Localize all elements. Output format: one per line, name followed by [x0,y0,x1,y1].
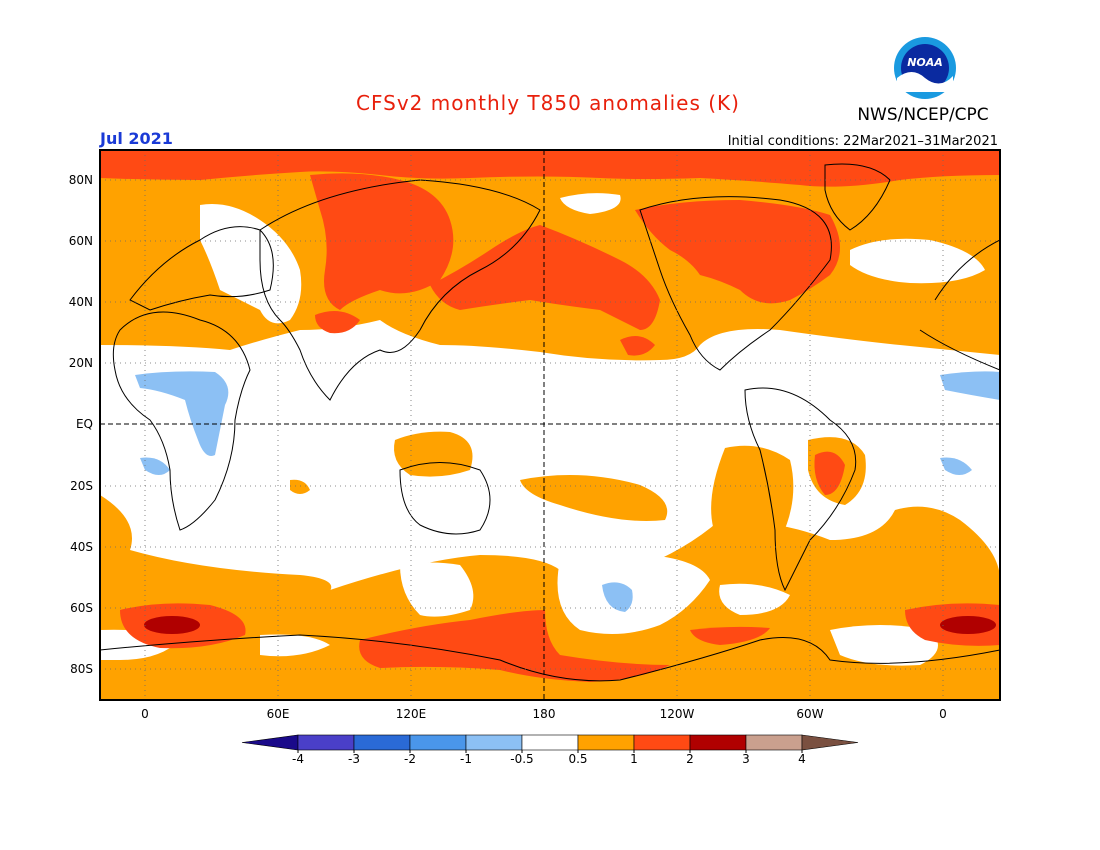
lon-label: 60E [267,707,290,721]
reference-lines [100,150,1000,700]
lon-label: 0 [939,707,947,721]
lat-label: 20N [69,356,93,370]
lon-label: 60W [796,707,823,721]
lat-label: 20S [70,479,93,493]
colorbar-label: 4 [798,752,806,766]
coastlines [100,163,1000,682]
colorbar-label: 0.5 [568,752,587,766]
logo-text: NOAA [907,56,943,69]
colorbar-swatch [633,734,691,751]
map-panel [99,149,1001,701]
colorbar-swatch [745,734,803,751]
lat-label: 80S [70,662,93,676]
colorbar-label: 1 [630,752,638,766]
colorbar-label: -2 [404,752,416,766]
lat-lon-grid [100,150,1000,700]
colorbar-swatch [801,734,859,751]
colorbar-swatch [297,734,355,751]
colorbar-label: 3 [742,752,750,766]
lat-label: 60N [69,234,93,248]
lon-label: 0 [141,707,149,721]
map-frame [99,149,1001,701]
colorbar-label: -4 [292,752,304,766]
lon-label: 120E [396,707,427,721]
colorbar-swatch [689,734,747,751]
lon-label: 180 [533,707,556,721]
colorbar-swatch [577,734,635,751]
colorbar-swatch [409,734,467,751]
anomaly-field-cool1 [135,371,1000,612]
lat-axis-labels: 80N 60N 40N 20N EQ 20S 40S 60S 80S [69,173,93,676]
lon-label: 120W [660,707,695,721]
anomaly-field-warm3 [144,616,996,634]
initial-conditions: Initial conditions: 22Mar2021–31Mar2021 [728,134,998,149]
colorbar-label: -3 [348,752,360,766]
lat-label: 60S [70,601,93,615]
colorbar: -4 -3 -2 -1 -0.5 0.5 1 2 3 4 [241,734,859,766]
lat-label: EQ [76,417,93,431]
lat-label: 40N [69,295,93,309]
colorbar-swatch [465,734,523,751]
lat-label: 80N [69,173,93,187]
colorbar-swatch [241,734,299,751]
colorbar-label: 2 [686,752,694,766]
agency-label: NWS/NCEP/CPC [857,105,988,125]
valid-month: Jul 2021 [99,129,173,148]
colorbar-swatch [353,734,411,751]
lat-label: 40S [70,540,93,554]
colorbar-label: -1 [460,752,472,766]
noaa-logo: NOAA [894,37,956,99]
colorbar-label: -0.5 [510,752,533,766]
lon-axis-labels: 0 60E 120E 180 120W 60W 0 [141,707,947,721]
colorbar-swatch [521,734,579,751]
map-title: CFSv2 monthly T850 anomalies (K) [356,91,740,115]
